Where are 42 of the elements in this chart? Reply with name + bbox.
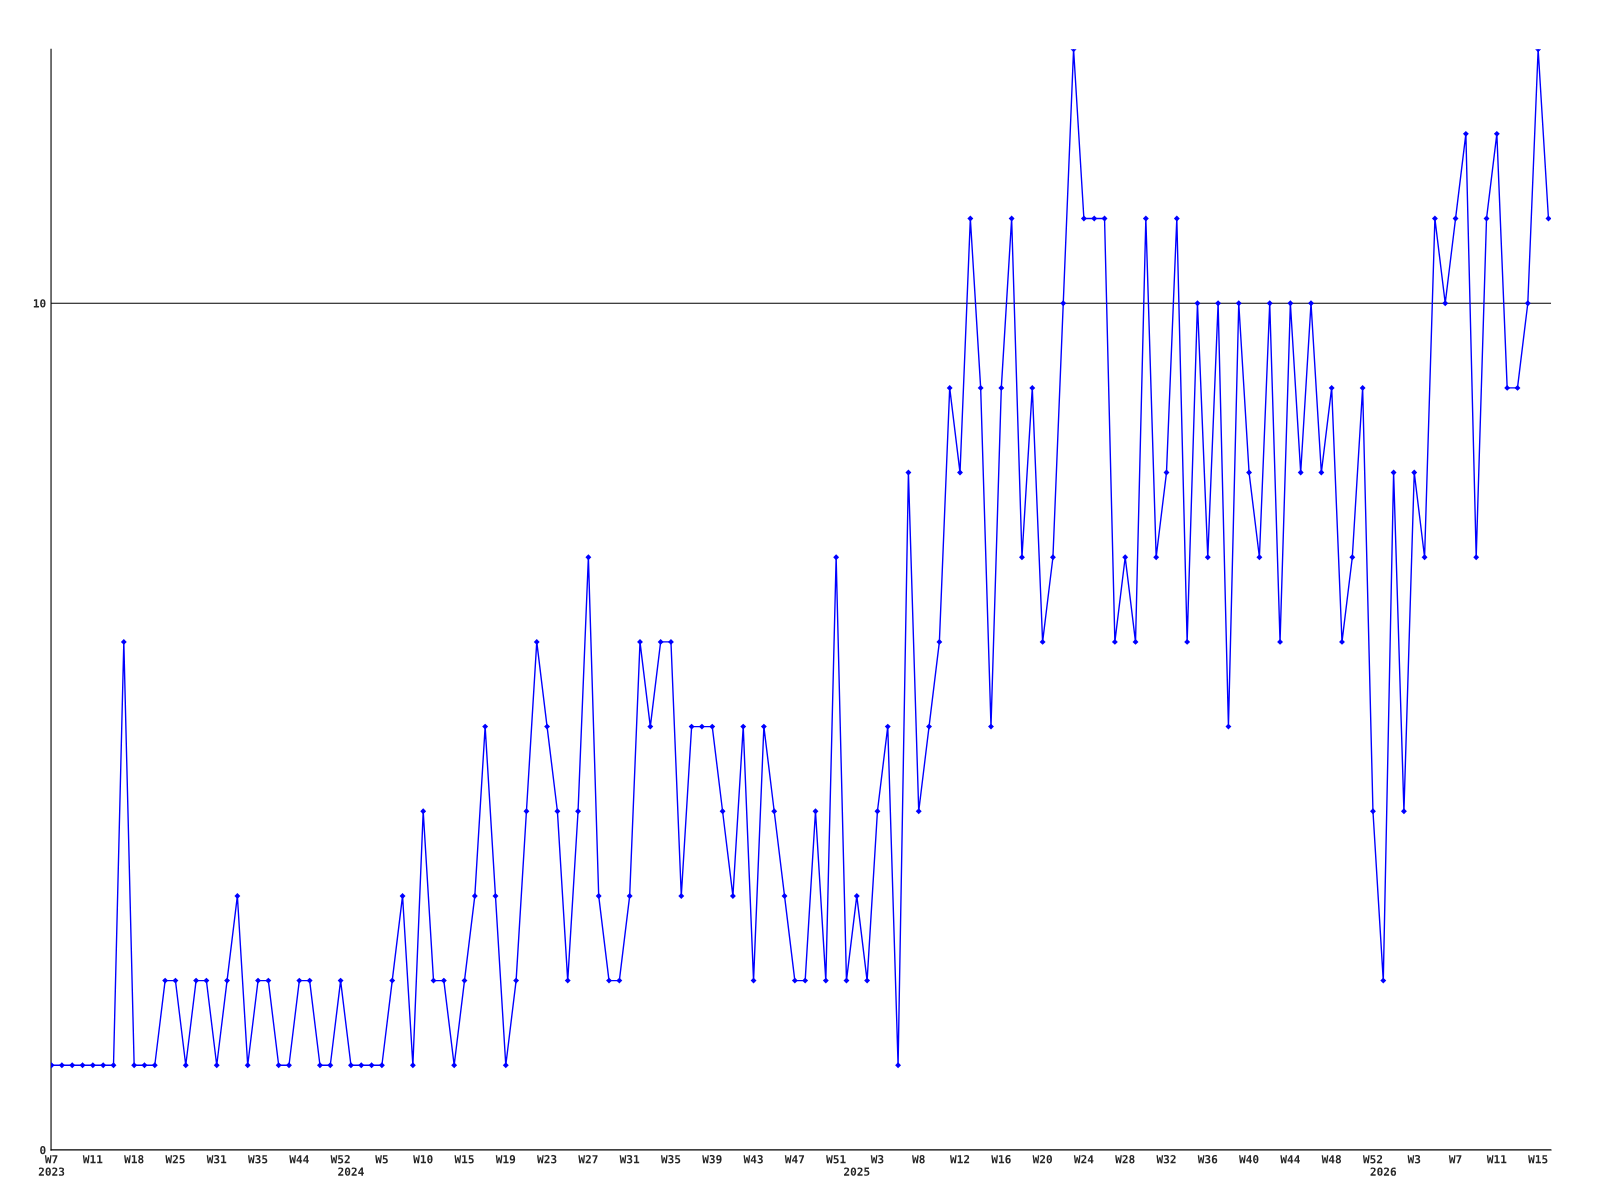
x-tick-label: W47 xyxy=(784,1155,805,1164)
x-tick-label: W8 xyxy=(912,1155,925,1164)
x-tick-label: W7 xyxy=(1448,1155,1462,1164)
x-tick-label: W11 xyxy=(1486,1155,1507,1164)
x-tick-label: W12 xyxy=(949,1155,970,1164)
x-tick-label: W7 2023 xyxy=(38,1155,65,1176)
x-tick-label: W39 xyxy=(702,1155,722,1164)
x-tick-label: 2024 xyxy=(338,1167,364,1176)
y-tick-label: 10 xyxy=(33,299,46,308)
x-tick-label: W31 xyxy=(619,1155,640,1164)
x-tick-label: W3 xyxy=(870,1155,884,1164)
x-tick-label: W10 xyxy=(413,1155,433,1164)
x-tick-label: W28 xyxy=(1115,1155,1135,1164)
x-tick-label: W5 xyxy=(375,1155,388,1164)
x-tick-label: W20 xyxy=(1032,1155,1052,1164)
x-tick-label: W25 xyxy=(165,1155,185,1164)
x-tick-label: W24 xyxy=(1073,1155,1094,1164)
x-tick-label: W52 xyxy=(1362,1155,1383,1164)
x-tick-label: W3 xyxy=(1407,1155,1421,1164)
y-tick-label: 0 xyxy=(40,1145,46,1155)
x-tick-label: W23 xyxy=(537,1155,557,1164)
x-tick-label: W52 xyxy=(330,1155,350,1164)
x-tick-label: W44 xyxy=(289,1155,309,1164)
x-tick-label: W51 xyxy=(826,1155,846,1164)
x-tick-label: W40 xyxy=(1239,1155,1259,1164)
x-tick-label: W35 xyxy=(247,1155,268,1164)
x-tick-label: W16 xyxy=(991,1155,1011,1164)
x-tick-label: W36 xyxy=(1197,1155,1218,1164)
x-tick-label: W32 xyxy=(1156,1155,1176,1164)
x-tick-label: 2025 xyxy=(844,1167,870,1176)
x-tick-label: W43 xyxy=(743,1155,763,1164)
x-tick-label: W35 xyxy=(660,1155,681,1164)
x-tick-label: W44 xyxy=(1280,1155,1300,1164)
x-tick-label: W27 xyxy=(578,1155,598,1164)
x-tick-label: W11 xyxy=(82,1155,103,1164)
x-tick-label: W19 xyxy=(495,1155,516,1164)
x-tick-label: W31 xyxy=(206,1155,227,1164)
x-tick-label: W18 xyxy=(124,1155,144,1164)
x-tick-label: W15 xyxy=(454,1155,474,1164)
x-tick-label: W15 xyxy=(1528,1155,1548,1164)
x-tick-label: W48 xyxy=(1321,1155,1341,1164)
x-tick-label: 2026 xyxy=(1370,1167,1397,1176)
